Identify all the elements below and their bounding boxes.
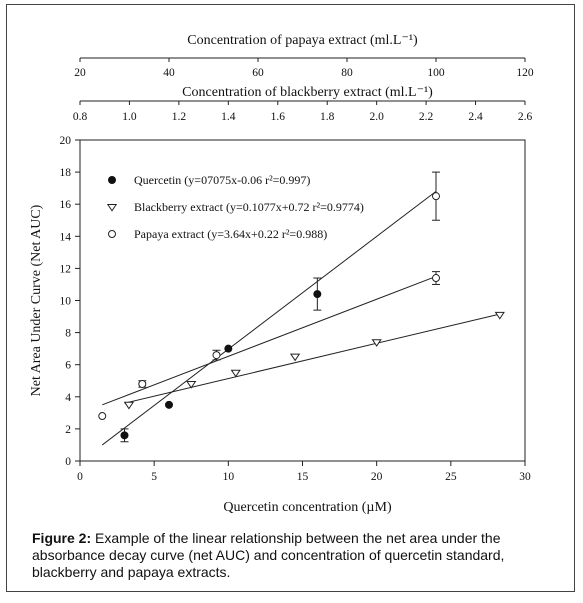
top-axis-papaya-tick-label: 60 <box>252 67 264 79</box>
fit-line-series-2 <box>102 275 437 406</box>
data-point-series-2 <box>432 274 440 283</box>
plot-area-frame <box>79 139 526 462</box>
top-axis-papaya-tick-label: 40 <box>163 67 175 79</box>
y-tick-label: 2 <box>65 424 71 436</box>
x-tick-label: 25 <box>445 471 457 483</box>
legend-marker <box>108 230 116 238</box>
caption-text: Example of the linear relationship betwe… <box>32 530 505 580</box>
top-axis-papaya-tick-label: 120 <box>516 67 534 79</box>
legend-entry: Quercetin (y=07075x-0.06 r²=0.997) <box>134 173 310 187</box>
data-point-series-2 <box>138 379 147 388</box>
data-point-series-1 <box>230 369 241 378</box>
top-axis-blackberry-tick-label: 1.0 <box>122 111 137 123</box>
top-axis-blackberry-tick-label: 2.6 <box>518 111 533 123</box>
data-point-series-0 <box>224 344 233 353</box>
top-axis-blackberry-tick-label: 2.2 <box>419 111 434 123</box>
top-axis-blackberry-tick-label: 1.8 <box>320 111 335 123</box>
chart: 0 5 10 15 20 25 30 0 2 4 6 8 10 12 14 16 18 20 20 40 60 80 100… <box>29 33 534 515</box>
fit-line-series-1 <box>124 312 503 404</box>
x-tick-label: 5 <box>151 471 157 483</box>
y-tick-label: 4 <box>65 392 71 404</box>
x-axis-title: Quercetin concentration (µM) <box>223 500 392 515</box>
caption-label: Figure 2: <box>32 530 92 546</box>
figure-frame <box>6 4 575 592</box>
figure-caption: Figure 2: Example of the linear relation… <box>32 530 562 581</box>
top-axis-papaya-tick-label: 80 <box>341 67 353 79</box>
top-axis-blackberry-tick-label: 1.4 <box>221 111 236 123</box>
top-axis-blackberry-tick-label: 2.0 <box>369 111 384 123</box>
data-point-series-2 <box>98 412 107 421</box>
data-point-series-3 <box>432 192 440 201</box>
top-axis-blackberry-tick-label: 1.6 <box>271 111 286 123</box>
y-tick-label: 10 <box>60 296 72 308</box>
y-tick-label: 20 <box>60 135 72 147</box>
x-tick-label: 30 <box>519 471 531 483</box>
data-point-series-1 <box>123 401 135 410</box>
data-point-series-1 <box>289 353 301 362</box>
x-tick-label: 15 <box>297 471 309 483</box>
data-point-series-1 <box>494 311 505 320</box>
top-axis-blackberry-title: Concentration of blackberry extract (ml.… <box>182 85 433 100</box>
fit-line-series-0 <box>101 190 437 446</box>
data-point-series-2 <box>212 351 221 360</box>
data-point-series-1 <box>371 339 382 347</box>
legend-marker <box>108 176 116 184</box>
y-axis-title: Net Area Under Curve (Net AUC) <box>29 204 44 396</box>
top-axis-blackberry-tick-label: 1.2 <box>172 111 187 123</box>
legend-entry: Blackberry extract (y=0.1077x+0.72 r²=0.… <box>134 200 364 214</box>
top-axis-papaya-tick-label: 100 <box>427 67 445 79</box>
legend-marker <box>106 203 118 212</box>
x-tick-label: 20 <box>371 471 383 483</box>
data-point-series-0 <box>313 290 322 299</box>
y-tick-label: 14 <box>60 231 72 243</box>
top-axis-blackberry-tick-label: 2.4 <box>468 111 483 123</box>
y-tick-label: 8 <box>65 328 71 340</box>
data-point-series-1 <box>186 380 197 389</box>
top-axis-blackberry-tick-label: 0.8 <box>73 111 88 123</box>
legend-entry: Papaya extract (y=3.64x+0.22 r²=0.988) <box>134 227 327 241</box>
y-tick-label: 16 <box>60 199 72 211</box>
top-axis-papaya-title: Concentration of papaya extract (ml.L⁻¹) <box>187 33 418 48</box>
x-tick-label: 0 <box>77 471 83 483</box>
y-tick-label: 18 <box>60 167 72 179</box>
y-tick-label: 0 <box>65 456 71 468</box>
y-tick-label: 12 <box>60 263 72 275</box>
data-point-series-0 <box>165 400 173 409</box>
x-tick-label: 10 <box>223 471 235 483</box>
top-axis-papaya-tick-label: 20 <box>74 67 86 79</box>
data-point-series-0 <box>120 431 129 440</box>
y-tick-label: 6 <box>65 360 71 372</box>
